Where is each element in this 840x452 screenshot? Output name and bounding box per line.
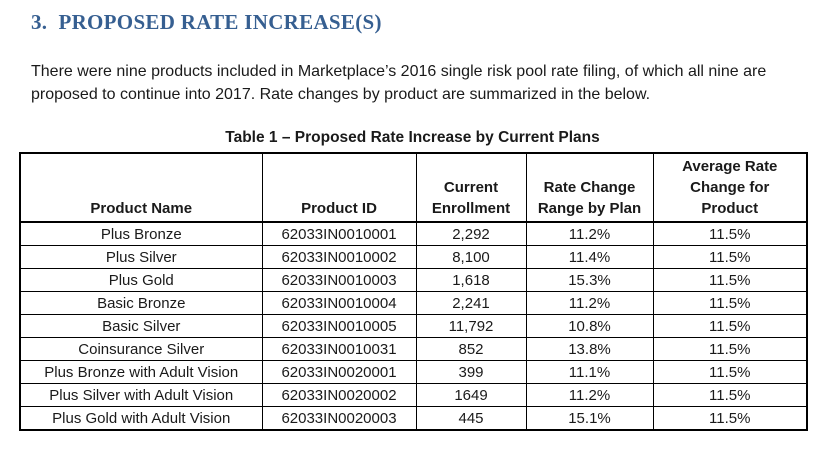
cell-average-rate-change: 11.5% [652,221,808,246]
column-header-product-name: Product Name [19,152,263,223]
table-row: Plus Gold 62033IN0010003 1,618 15.3% 11.… [19,268,808,292]
cell-current-enrollment: 445 [415,406,527,431]
table-title: Table 1 – Proposed Rate Increase by Curr… [225,129,600,146]
table-row: Plus Bronze 62033IN0010001 2,292 11.2% 1… [19,221,808,246]
cell-rate-change-range: 11.2% [525,221,654,246]
cell-product-name: Plus Bronze [19,221,263,246]
table-row: Basic Silver 62033IN0010005 11,792 10.8%… [19,314,808,338]
cell-average-rate-change: 11.5% [652,314,808,338]
cell-product-name: Coinsurance Silver [19,337,263,361]
cell-product-name: Plus Gold [19,268,263,292]
table-row: Plus Silver with Adult Vision 62033IN002… [19,383,808,407]
cell-product-name: Plus Silver [19,245,263,269]
cell-rate-change-range: 10.8% [525,314,654,338]
column-header-current-enrollment: Current Enrollment [415,152,527,223]
intro-paragraph: There were nine products included in Mar… [31,60,825,106]
cell-rate-change-range: 15.1% [525,406,654,431]
cell-rate-change-range: 11.4% [525,245,654,269]
cell-current-enrollment: 1,618 [415,268,527,292]
cell-average-rate-change: 11.5% [652,360,808,384]
cell-current-enrollment: 852 [415,337,527,361]
cell-average-rate-change: 11.5% [652,268,808,292]
column-header-product-id: Product ID [261,152,417,223]
cell-rate-change-range: 11.1% [525,360,654,384]
cell-rate-change-range: 13.8% [525,337,654,361]
cell-average-rate-change: 11.5% [652,245,808,269]
table-row: Plus Gold with Adult Vision 62033IN00200… [19,406,808,431]
cell-product-id: 62033IN0010004 [261,291,417,315]
intro-line-1: There were nine products included in Mar… [31,63,767,80]
cell-average-rate-change: 11.5% [652,406,808,431]
rate-increase-table: Product Name Product ID Current Enrollme… [19,152,808,431]
intro-line-2: proposed to continue into 2017. Rate cha… [31,86,651,103]
column-header-average-rate-change: Average Rate Change for Product [652,152,808,223]
table-header-row: Product Name Product ID Current Enrollme… [19,152,808,223]
cell-current-enrollment: 8,100 [415,245,527,269]
cell-rate-change-range: 11.2% [525,383,654,407]
cell-product-id: 62033IN0010031 [261,337,417,361]
cell-current-enrollment: 399 [415,360,527,384]
table-row: Coinsurance Silver 62033IN0010031 852 13… [19,337,808,361]
column-header-rate-change-range: Rate Change Range by Plan [525,152,654,223]
cell-product-name: Basic Bronze [19,291,263,315]
cell-rate-change-range: 15.3% [525,268,654,292]
cell-current-enrollment: 11,792 [415,314,527,338]
table-row: Basic Bronze 62033IN0010004 2,241 11.2% … [19,291,808,315]
cell-average-rate-change: 11.5% [652,291,808,315]
table-row: Plus Silver 62033IN0010002 8,100 11.4% 1… [19,245,808,269]
cell-product-id: 62033IN0010005 [261,314,417,338]
cell-product-name: Plus Gold with Adult Vision [19,406,263,431]
cell-average-rate-change: 11.5% [652,337,808,361]
cell-product-id: 62033IN0010001 [261,221,417,246]
cell-current-enrollment: 2,292 [415,221,527,246]
cell-product-id: 62033IN0020002 [261,383,417,407]
cell-rate-change-range: 11.2% [525,291,654,315]
cell-product-id: 62033IN0020001 [261,360,417,384]
cell-product-id: 62033IN0010002 [261,245,417,269]
cell-current-enrollment: 1649 [415,383,527,407]
cell-product-name: Basic Silver [19,314,263,338]
cell-product-name: Plus Silver with Adult Vision [19,383,263,407]
section-heading: 3. PROPOSED RATE INCREASE(S) [31,10,382,34]
cell-current-enrollment: 2,241 [415,291,527,315]
cell-product-id: 62033IN0010003 [261,268,417,292]
cell-product-id: 62033IN0020003 [261,406,417,431]
cell-average-rate-change: 11.5% [652,383,808,407]
table-row: Plus Bronze with Adult Vision 62033IN002… [19,360,808,384]
cell-product-name: Plus Bronze with Adult Vision [19,360,263,384]
